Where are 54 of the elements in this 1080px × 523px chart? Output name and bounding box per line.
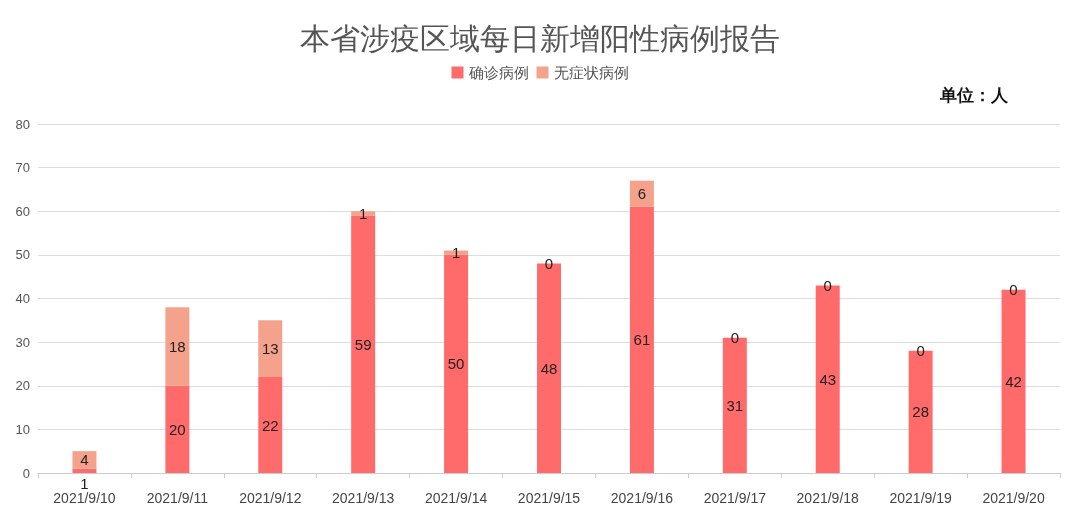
bar — [258, 320, 283, 378]
y-tick-label: 20 — [15, 378, 30, 394]
data-label: 4 — [80, 451, 89, 469]
x-tick-label: 2021/9/19 — [889, 490, 952, 506]
bar — [258, 377, 283, 473]
y-tick-label: 70 — [15, 160, 30, 176]
bar — [72, 451, 97, 469]
chart-title: 本省涉疫区域每日新增阳性病例报告 — [300, 20, 780, 56]
x-tick-label: 2021/9/12 — [239, 490, 302, 506]
x-tick-label: 2021/9/15 — [517, 490, 581, 506]
x-tick-label: 2021/9/11 — [146, 490, 209, 506]
y-tick-label: 10 — [15, 421, 30, 437]
data-label: 6 — [637, 185, 647, 203]
data-label: 0 — [823, 276, 832, 294]
x-tick-label: 2021/9/16 — [610, 490, 674, 506]
data-label: 1 — [80, 475, 89, 492]
data-label: 43 — [819, 370, 837, 388]
data-label: 42 — [1005, 372, 1022, 390]
y-tick-label: 50 — [15, 247, 30, 263]
data-label: 0 — [730, 329, 739, 347]
y-tick-label: 30 — [15, 334, 30, 350]
data-label: 22 — [261, 416, 279, 434]
x-tick-label: 2021/9/10 — [53, 490, 116, 506]
bar — [165, 385, 190, 473]
data-label: 61 — [633, 331, 651, 349]
data-label: 50 — [447, 355, 465, 373]
y-tick-label: 40 — [15, 291, 30, 306]
x-tick-label: 2021/9/14 — [424, 490, 488, 506]
x-tick-label: 2021/9/20 — [982, 490, 1045, 506]
bar — [629, 206, 654, 473]
data-label: 18 — [169, 337, 186, 355]
data-label: 59 — [354, 335, 372, 353]
data-label: 31 — [726, 396, 744, 414]
y-tick-label: 0 — [22, 465, 30, 481]
bar — [72, 468, 97, 473]
data-label: 20 — [169, 420, 186, 438]
data-label: 1 — [359, 204, 368, 222]
legend-label: 确诊病例 — [467, 64, 529, 81]
data-label: 48 — [540, 359, 558, 377]
bar — [629, 180, 654, 207]
y-tick-label: 80 — [15, 116, 30, 132]
x-tick-label: 2021/9/18 — [796, 490, 860, 506]
x-tick-label: 2021/9/17 — [703, 490, 767, 506]
data-label: 0 — [1009, 281, 1018, 299]
data-label: 1 — [451, 244, 461, 262]
data-label: 0 — [544, 255, 554, 273]
data-label: 0 — [916, 342, 925, 360]
y-tick-label: 60 — [15, 203, 30, 219]
x-tick-label: 2021/9/13 — [332, 490, 395, 506]
data-label: 13 — [261, 340, 279, 358]
data-label: 28 — [912, 403, 929, 421]
legend-label: 无症状病例 — [553, 64, 629, 81]
text: 单位：人 — [939, 84, 1009, 105]
bar — [165, 307, 190, 386]
